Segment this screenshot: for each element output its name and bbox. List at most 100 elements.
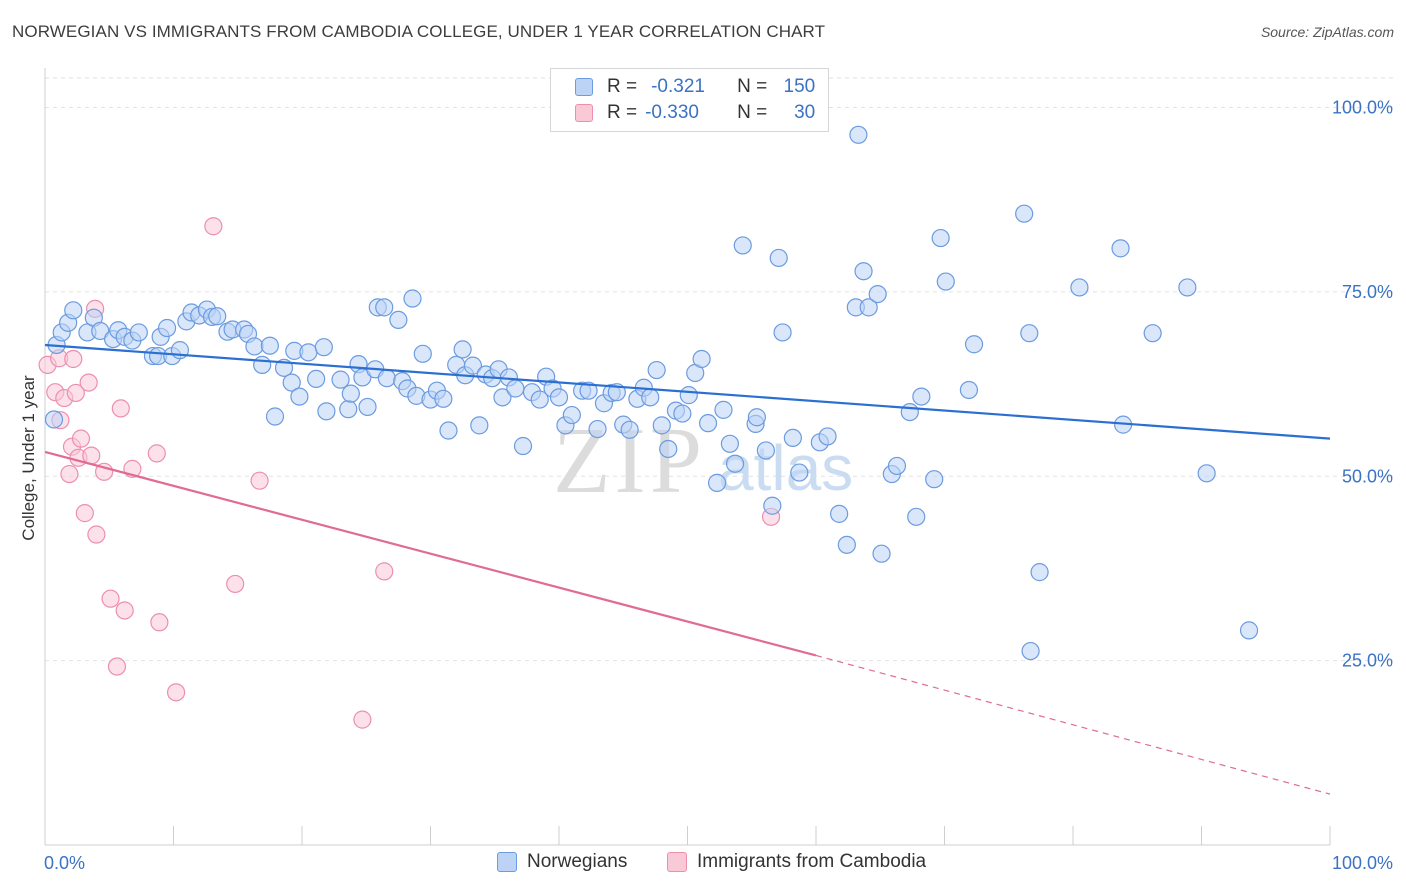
- norwegians-point: [282, 373, 301, 392]
- norwegians-point: [339, 400, 358, 419]
- norwegians-point: [265, 407, 285, 426]
- norwegians-point: [733, 236, 752, 255]
- norwegians-point: [129, 323, 148, 342]
- norwegians-point: [290, 387, 309, 406]
- cambodia-point: [166, 683, 186, 702]
- norwegians-point: [837, 535, 856, 554]
- norwegians-point: [1070, 278, 1089, 297]
- norwegians-point: [769, 248, 788, 268]
- norwegians-point: [925, 470, 944, 489]
- x-tick-label-max: 100.0%: [1332, 853, 1393, 873]
- norwegians-point: [157, 318, 177, 338]
- cambodia-point: [353, 710, 372, 729]
- norwegians-point: [439, 421, 458, 440]
- n-value-cambodia: 30: [794, 102, 816, 123]
- norwegians-point: [1111, 239, 1130, 258]
- norwegians-point: [470, 416, 489, 435]
- stats-legend-row-cambodia: R = -0.330 N = 30: [575, 102, 815, 124]
- norwegians-point: [314, 338, 333, 357]
- norwegians-point: [513, 436, 533, 456]
- norwegians-legend-swatch: [497, 852, 517, 872]
- norwegians-point: [907, 507, 926, 526]
- cambodia-point: [250, 471, 269, 490]
- axes: [44, 68, 1331, 846]
- cambodia-point: [66, 383, 85, 403]
- norwegians-point: [307, 369, 326, 388]
- norwegians-point: [868, 284, 887, 304]
- cambodia-point: [115, 601, 134, 620]
- norwegians-point: [931, 228, 950, 248]
- norwegians-point: [830, 504, 849, 523]
- norwegians-point: [549, 388, 569, 407]
- norwegians-point: [506, 379, 525, 398]
- cambodia-point: [204, 217, 223, 236]
- norwegians-point: [413, 344, 432, 363]
- norwegians-point: [964, 335, 984, 354]
- norwegians-point: [1020, 324, 1039, 343]
- cambodia-trend-line: [44, 450, 817, 657]
- cambodia-trend-line-extrapolated: [815, 654, 1331, 795]
- norwegians-point: [253, 355, 272, 374]
- y-tick-label: 75.0%: [1342, 282, 1393, 302]
- norwegians-point: [1178, 278, 1197, 297]
- cambodia-point: [107, 657, 127, 676]
- r-value-norwegians: -0.321: [651, 76, 705, 97]
- norwegians-point: [887, 456, 907, 476]
- norwegians-point: [773, 323, 792, 342]
- norwegians-point: [659, 439, 678, 459]
- legend-item-norwegians[interactable]: Norwegians: [497, 851, 627, 873]
- norwegians-point: [1021, 641, 1040, 661]
- stats-legend: R = -0.321 N = 150 R = -0.330 N = 30: [550, 68, 829, 132]
- norwegians-point: [1015, 204, 1034, 223]
- legend-item-cambodia[interactable]: Immigrants from Cambodia: [667, 851, 926, 873]
- norwegians-point: [936, 272, 955, 291]
- n-label: N =: [737, 102, 768, 123]
- norwegians-point: [91, 321, 110, 341]
- r-label: R =: [607, 76, 638, 97]
- cambodia-point: [150, 613, 169, 632]
- y-tick-label: 50.0%: [1342, 466, 1393, 486]
- series-norwegians-points: [44, 125, 1259, 661]
- norwegians-point: [872, 544, 891, 563]
- norwegians-point: [299, 343, 318, 362]
- cambodia-point: [87, 525, 106, 544]
- source-label: Source: ZipAtlas.com: [1260, 24, 1394, 40]
- norwegians-point: [673, 404, 692, 423]
- norwegians-point: [652, 416, 671, 435]
- norwegians-point: [208, 307, 227, 326]
- norwegians-point: [692, 349, 711, 369]
- y-tick-label: 25.0%: [1342, 651, 1393, 671]
- norwegians-point: [530, 390, 549, 409]
- norwegians-point: [679, 386, 698, 405]
- norwegians-point: [854, 262, 873, 281]
- norwegians-point: [493, 388, 512, 407]
- norwegians-point: [756, 441, 775, 460]
- norwegians-point: [317, 402, 336, 421]
- norwegians-point: [1197, 464, 1216, 483]
- n-label: N =: [737, 76, 768, 97]
- norwegians-point: [720, 434, 740, 453]
- y-axis-label: College, Under 1 year: [19, 375, 38, 541]
- norwegians-point: [64, 301, 83, 320]
- cambodia-point: [147, 444, 166, 463]
- cambodia-point: [226, 574, 245, 594]
- norwegians-point: [1239, 621, 1259, 640]
- norwegians-point: [912, 387, 931, 406]
- cambodia-swatch: [575, 104, 593, 122]
- x-tick-label-min: 0.0%: [44, 853, 85, 873]
- stats-legend-row-norwegians: R = -0.321 N = 150: [575, 76, 815, 98]
- norwegians-point: [783, 428, 802, 447]
- norwegians-point: [959, 380, 979, 400]
- norwegians-point: [900, 402, 919, 422]
- norwegians-point: [641, 388, 660, 407]
- norwegians-point: [463, 356, 483, 375]
- r-label: R =: [607, 102, 638, 123]
- cambodia-point: [75, 504, 94, 523]
- norwegians-point: [818, 427, 837, 446]
- norwegians-point: [763, 496, 782, 515]
- norwegians-trend-line: [44, 343, 1331, 440]
- norwegians-point: [849, 125, 868, 144]
- cambodia-point: [101, 589, 120, 608]
- cambodia-point: [79, 373, 98, 392]
